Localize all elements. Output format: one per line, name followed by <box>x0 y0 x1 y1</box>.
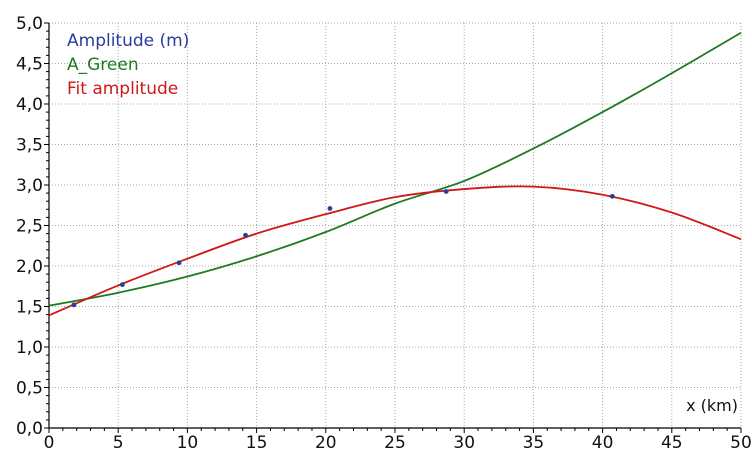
data-point <box>327 206 333 211</box>
legend-entry: Fit amplitude <box>67 79 178 99</box>
scatter-points <box>71 189 615 308</box>
x-tick-label: 35 <box>523 433 545 451</box>
plot-area <box>48 31 742 317</box>
x-tick-label: 30 <box>453 433 475 451</box>
data-point <box>443 189 449 194</box>
x-tick-label: 20 <box>315 433 337 451</box>
grid <box>49 22 742 428</box>
data-point <box>71 302 77 308</box>
x-tick-label: 40 <box>592 433 614 451</box>
tick-labels: 0 5 10 15 20 25 30 35 40 45 50 0,0 0,5 1,0 1,5 2,0 2,5 3,… <box>16 14 752 451</box>
y-tick-label: 3,5 <box>16 136 43 156</box>
y-tick-label: 5,0 <box>16 14 43 34</box>
y-tick-label: 1,5 <box>16 298 43 318</box>
axes <box>44 22 742 433</box>
legend-entry: Amplitude (m) <box>67 31 189 51</box>
x-tick-label: 10 <box>177 433 199 451</box>
x-tick-label: 45 <box>661 433 683 451</box>
x-tick-label: 5 <box>113 433 124 451</box>
legend: Amplitude (m) A_Green Fit amplitude <box>67 31 189 99</box>
x-tick-label: 15 <box>246 433 268 451</box>
x-tick-label: 25 <box>384 433 406 451</box>
legend-entry: A_Green <box>67 55 139 75</box>
x-tick-label: 50 <box>730 433 752 451</box>
y-tick-label: 4,0 <box>16 95 43 115</box>
data-point <box>609 193 615 199</box>
series-line-fit-amplitude <box>48 185 742 317</box>
y-tick-label: 0,0 <box>16 419 43 439</box>
x-axis-label: x (km) <box>686 396 738 415</box>
y-tick-label: 0,5 <box>16 379 43 399</box>
data-point <box>176 260 182 266</box>
y-tick-label: 2,0 <box>16 257 43 277</box>
data-point <box>119 282 125 288</box>
y-tick-label: 1,0 <box>16 338 43 358</box>
data-point <box>243 232 248 238</box>
x-tick-label: 0 <box>44 433 55 451</box>
series-line-a-green <box>48 31 742 307</box>
y-tick-label: 2,5 <box>16 217 43 237</box>
y-tick-label: 3,0 <box>16 176 43 196</box>
y-tick-label: 4,5 <box>16 55 43 75</box>
